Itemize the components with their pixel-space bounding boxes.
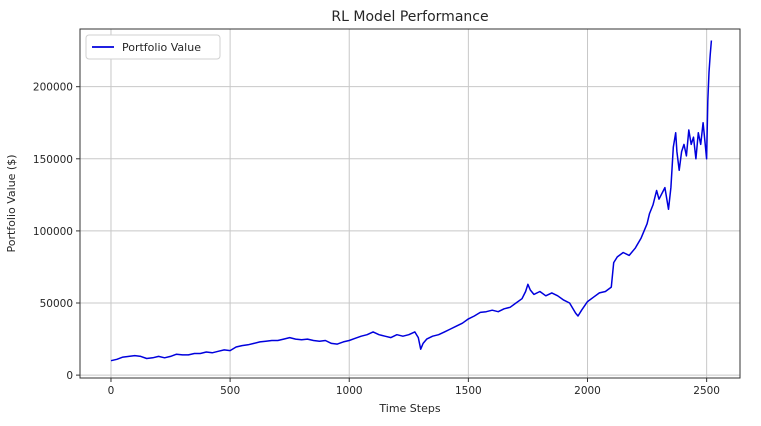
y-tick-label: 0 xyxy=(66,370,73,382)
chart-title: RL Model Performance xyxy=(331,9,488,25)
y-tick-label: 200000 xyxy=(33,82,73,94)
x-tick-label: 0 xyxy=(108,385,115,397)
y-tick-label: 100000 xyxy=(33,226,73,238)
legend-box xyxy=(85,34,221,60)
x-tick-label: 1000 xyxy=(336,385,363,397)
grid xyxy=(80,29,740,378)
x-tick-label: 500 xyxy=(220,385,240,397)
x-tick-label: 2500 xyxy=(693,385,720,397)
y-axis-label: Portfolio Value ($) xyxy=(5,154,18,252)
x-tick-label: 2000 xyxy=(574,385,601,397)
y-tick-label: 50000 xyxy=(40,298,73,310)
series-layer xyxy=(110,40,713,362)
x-tick-label: 1500 xyxy=(455,385,482,397)
axes-frame xyxy=(79,28,741,379)
ticks: 0 500 1000 1500 2000 2500 0 50000 100000 150000 20… xyxy=(33,82,720,397)
y-tick-label: 150000 xyxy=(33,154,73,166)
x-axis-label: Time Steps xyxy=(378,402,440,415)
series-line-portfolio-value xyxy=(110,40,713,362)
legend: Portfolio Value xyxy=(85,34,221,60)
legend-entry: Portfolio Value xyxy=(122,41,201,54)
